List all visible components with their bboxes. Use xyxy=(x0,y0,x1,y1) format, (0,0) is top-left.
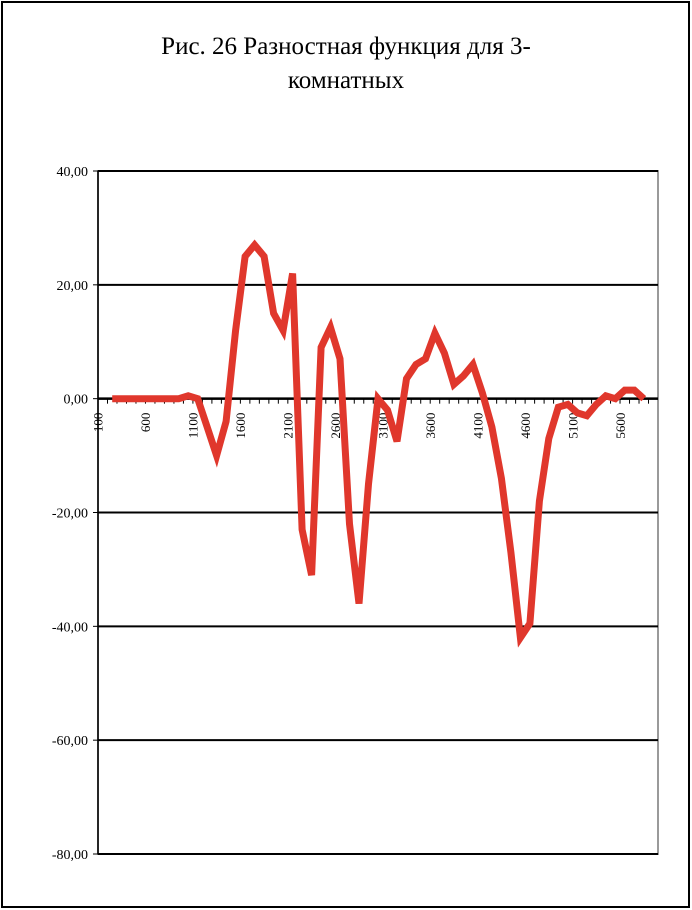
x-tick-label: 5100 xyxy=(565,413,580,439)
y-tick-label: 0,00 xyxy=(64,393,89,408)
y-tick-label: -20,00 xyxy=(52,507,88,522)
chart-title: Рис. 26 Разностная функция для 3- xyxy=(161,33,531,60)
x-tick-label: 4100 xyxy=(470,413,485,439)
line-series xyxy=(112,239,647,648)
x-tick-label: 1100 xyxy=(186,413,201,439)
x-tick-label: 600 xyxy=(138,413,153,433)
x-tick-label: 1600 xyxy=(233,413,248,439)
y-tick-label: 40,00 xyxy=(57,165,89,180)
chart-title: комнатных xyxy=(288,67,405,94)
x-tick-label: 5600 xyxy=(613,413,628,439)
y-tick-label: -60,00 xyxy=(52,734,88,749)
x-tick-label: 3600 xyxy=(423,413,438,439)
x-tick-label: 100 xyxy=(91,413,106,433)
x-tick-label: 4600 xyxy=(518,413,533,439)
y-tick-label: -40,00 xyxy=(52,620,88,635)
y-tick-label: -80,00 xyxy=(52,848,88,863)
x-tick-label: 2600 xyxy=(328,413,343,439)
y-tick-label: 20,00 xyxy=(57,279,89,294)
x-tick-label: 2100 xyxy=(281,413,296,439)
